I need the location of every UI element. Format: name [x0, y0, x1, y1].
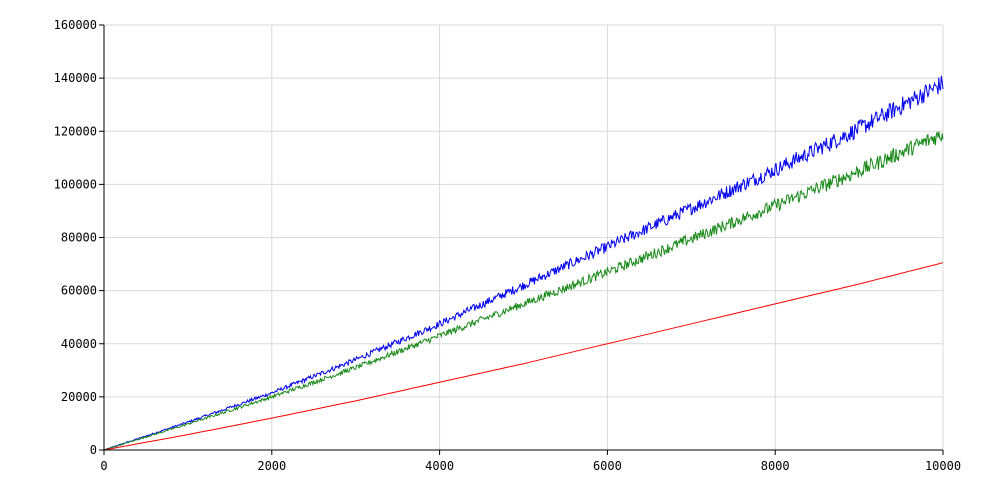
x-tick-label: 4000	[425, 459, 454, 473]
y-tick-label: 140000	[54, 71, 97, 85]
y-tick-label: 160000	[54, 18, 97, 32]
series-layer	[103, 75, 944, 451]
y-tick-label: 120000	[54, 124, 97, 138]
tick-labels: 0200004000060000800001000001200001400001…	[54, 18, 961, 473]
x-tick-label: 6000	[593, 459, 622, 473]
y-tick-label: 80000	[61, 231, 97, 245]
series-line-2	[103, 131, 944, 451]
y-tick-label: 20000	[61, 390, 97, 404]
x-tick-label: 8000	[761, 459, 790, 473]
x-tick-label: 0	[100, 459, 107, 473]
grid	[104, 24, 944, 450]
y-tick-label: 0	[90, 443, 97, 457]
y-tick-label: 40000	[61, 337, 97, 351]
x-tick-label: 2000	[257, 459, 286, 473]
series-line-3	[103, 262, 944, 451]
series-line-1	[103, 75, 944, 451]
y-tick-label: 100000	[54, 177, 97, 191]
x-tick-label: 10000	[925, 459, 961, 473]
axes	[99, 24, 944, 455]
y-tick-label: 60000	[61, 284, 97, 298]
